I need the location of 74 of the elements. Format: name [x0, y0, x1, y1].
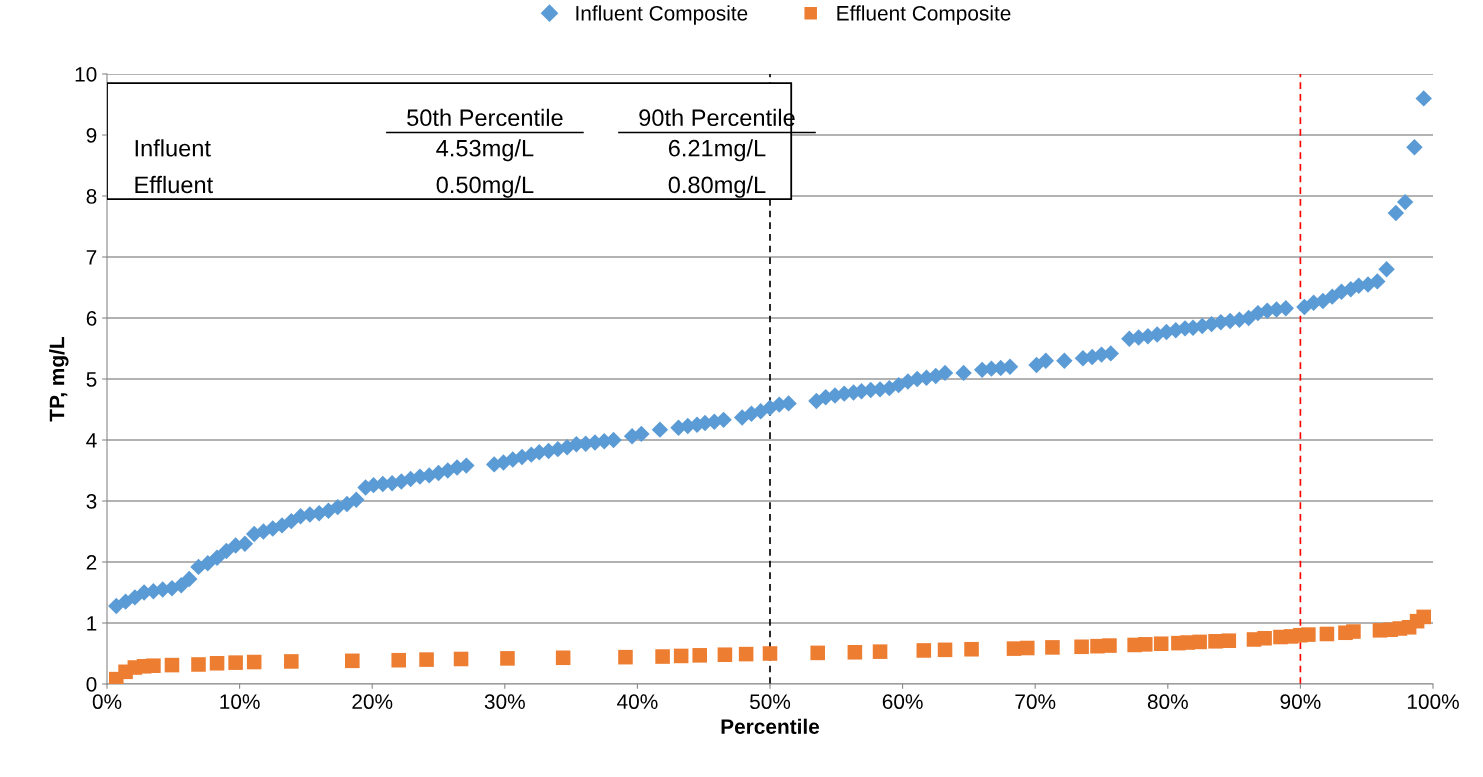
point: [191, 657, 206, 672]
point: [1137, 637, 1153, 652]
x-tick-label: 50%: [749, 694, 791, 710]
x-tick-label: 100%: [1407, 694, 1459, 710]
y-tick-label: 3: [86, 494, 97, 509]
point: [500, 651, 515, 666]
point: [717, 647, 733, 662]
y-tick-label: 7: [86, 250, 97, 265]
x-tick-label: 30%: [484, 694, 525, 710]
point: [872, 644, 888, 659]
point: [1192, 634, 1207, 650]
point: [1416, 609, 1432, 625]
point: [146, 658, 161, 673]
x-tick-label: 60%: [882, 694, 923, 710]
annotation: 0.80mg/L: [668, 175, 766, 198]
y-tick-label: 2: [86, 555, 97, 570]
annotation: Influent: [135, 139, 211, 157]
point: [964, 641, 979, 657]
point: [391, 652, 406, 668]
point: [246, 654, 262, 670]
point: [1221, 633, 1237, 648]
point: [419, 652, 434, 667]
x-tick-label: 10%: [220, 694, 260, 710]
x-axis-title: Percentile: [721, 718, 820, 734]
x-tick-label: 80%: [1147, 694, 1188, 710]
legend-label: Influent Composite: [576, 5, 748, 25]
y-tick-label: 1: [87, 616, 97, 631]
legend-label: Effluent Composite: [837, 5, 1011, 25]
point: [1301, 627, 1316, 642]
point: [738, 646, 754, 662]
x-tick-label: 0%: [92, 694, 122, 710]
y-tick-label: 8: [86, 189, 97, 204]
point: [453, 651, 469, 667]
point: [1019, 640, 1035, 656]
point: [1153, 636, 1169, 652]
y-tick-label: 0: [86, 677, 97, 692]
annotation: 4.53mg/L: [436, 139, 534, 162]
point: [209, 655, 225, 671]
x-tick-label: 40%: [617, 694, 658, 710]
point: [762, 646, 778, 661]
point: [847, 645, 863, 660]
x-tick-label: 20%: [352, 694, 393, 710]
point: [1102, 638, 1117, 653]
point: [692, 648, 708, 663]
annotation: 0.50mg/L: [436, 175, 534, 198]
x-tick-label: 70%: [1015, 694, 1056, 710]
point: [1208, 634, 1223, 649]
point: [345, 653, 360, 669]
y-tick-label: 9: [86, 128, 97, 143]
y-tick-label: 10: [75, 67, 97, 82]
point: [228, 655, 243, 670]
point: [673, 648, 689, 664]
x-tick-label: 90%: [1280, 694, 1321, 710]
y-tick-label: 6: [86, 311, 97, 326]
point: [1319, 626, 1335, 642]
annotation: Effluent: [135, 175, 213, 194]
point: [655, 649, 670, 664]
point: [555, 650, 571, 666]
y-axis-title: TP, mg/L: [49, 337, 69, 422]
point: [810, 645, 826, 661]
point: [1257, 630, 1272, 646]
point: [618, 649, 633, 665]
point: [937, 642, 953, 658]
point: [1006, 641, 1022, 656]
annotation: 6.21mg/L: [668, 139, 766, 162]
point: [284, 654, 299, 669]
point: [916, 643, 932, 658]
annotation: 50th Percentile: [407, 108, 563, 127]
y-tick-label: 4: [86, 433, 97, 448]
point: [1045, 640, 1060, 655]
point: [164, 657, 180, 673]
point: [1346, 624, 1361, 639]
y-tick-label: 5: [86, 372, 97, 387]
point: [1074, 639, 1089, 655]
